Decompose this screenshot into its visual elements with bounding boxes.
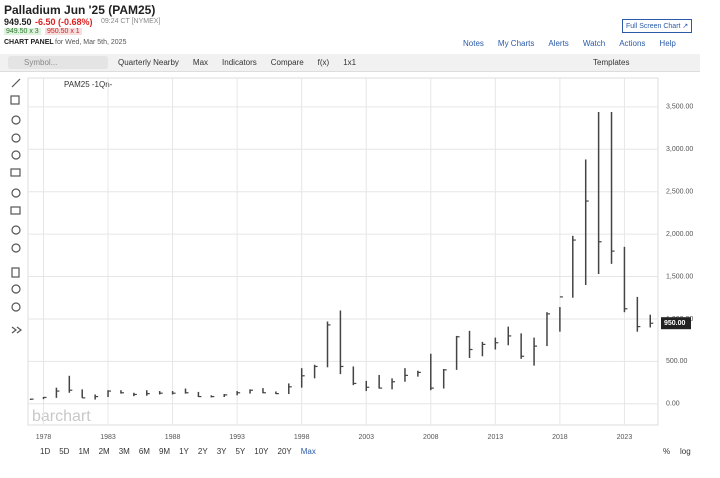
x-tick-label: 2008 bbox=[423, 434, 439, 441]
x-tick-label: 2003 bbox=[358, 434, 374, 441]
panel-date: for Wed, Mar 5th, 2025 bbox=[55, 39, 127, 46]
x-tick-label: 1978 bbox=[36, 434, 52, 441]
x-tick-label: 1993 bbox=[229, 434, 245, 441]
full-screen-button[interactable]: Full Screen Chart ↗ bbox=[622, 19, 693, 33]
x-tick-label: 2018 bbox=[552, 434, 568, 441]
range-button[interactable]: 20Y bbox=[277, 447, 292, 456]
last-price-label: 950.00 bbox=[664, 320, 686, 327]
toolbar-item[interactable]: Compare bbox=[270, 58, 304, 67]
range-button[interactable]: 3Y bbox=[216, 447, 227, 456]
y-tick-label: 1,500.00 bbox=[666, 273, 693, 280]
range-button[interactable]: 5D bbox=[59, 447, 70, 456]
header-link[interactable]: Actions bbox=[619, 39, 646, 48]
price: 949.50 bbox=[4, 17, 32, 27]
y-tick-label: 0.00 bbox=[666, 401, 680, 408]
watermark: barchart bbox=[32, 408, 91, 425]
toolbar-item[interactable]: Quarterly Nearby bbox=[118, 58, 179, 67]
range-button[interactable]: 2M bbox=[98, 447, 110, 456]
range-button[interactable]: 6M bbox=[138, 447, 150, 456]
x-tick-label: 1983 bbox=[100, 434, 116, 441]
x-tick-label: 1998 bbox=[294, 434, 310, 441]
header-link[interactable]: Alerts bbox=[548, 39, 569, 48]
y-tick-label: 2,500.00 bbox=[666, 189, 693, 196]
toolbar-items: Quarterly Nearby Max Indicators Compare f(x)… bbox=[118, 58, 356, 67]
range-button[interactable]: 2Y bbox=[197, 447, 208, 456]
x-tick-label: 2013 bbox=[488, 434, 504, 441]
bid: 949.50 x 3 bbox=[4, 28, 41, 35]
y-tick-label: 500.00 bbox=[666, 358, 688, 365]
templates-button[interactable]: Templates bbox=[593, 58, 630, 67]
range-button[interactable]: 1D bbox=[40, 447, 51, 456]
time: 09:24 CT [NYMEX] bbox=[101, 18, 161, 25]
log-toggle[interactable]: log bbox=[680, 447, 691, 456]
y-tick-label: 3,000.00 bbox=[666, 146, 693, 153]
header-link[interactable]: My Charts bbox=[497, 39, 535, 48]
range-button[interactable]: Max bbox=[300, 447, 316, 456]
plot-area bbox=[27, 77, 659, 426]
range-button[interactable]: 5Y bbox=[235, 447, 246, 456]
x-tick-label: 1988 bbox=[165, 434, 181, 441]
toolbar-item[interactable]: f(x) bbox=[317, 58, 330, 67]
header-link[interactable]: Notes bbox=[463, 39, 484, 48]
tool-icons bbox=[10, 78, 22, 334]
range-bar: 1D 5D 1M 2M 3M 6M 9M 1Y 2Y 3Y 5Y 10Y 20Y Max bbox=[40, 447, 316, 456]
y-tick-label: 2,000.00 bbox=[666, 231, 693, 238]
drawing-tools bbox=[0, 75, 28, 345]
y-tick-label: 3,500.00 bbox=[666, 104, 693, 111]
change: -6.50 (-0.68%) bbox=[35, 17, 93, 27]
header-link[interactable]: Watch bbox=[582, 39, 606, 48]
toolbar-item[interactable]: Indicators bbox=[222, 58, 257, 67]
range-button[interactable]: 9M bbox=[158, 447, 171, 456]
range-button[interactable]: 1M bbox=[78, 447, 90, 456]
last-price-box bbox=[661, 317, 691, 330]
link-bar: Notes My Charts Alerts Watch Actions Help bbox=[463, 39, 676, 48]
series-label: PAM25 -1Qn- bbox=[64, 80, 113, 89]
x-tick-label: 2023 bbox=[617, 434, 633, 441]
range-button[interactable]: 10Y bbox=[254, 447, 269, 456]
symbol-search[interactable]: Symbol... bbox=[8, 56, 108, 69]
percent-toggle[interactable]: % bbox=[663, 447, 671, 456]
toolbar bbox=[0, 54, 700, 72]
title: Palladium Jun '25 (PAM25) bbox=[4, 3, 156, 17]
ask: 950.50 x 1 bbox=[45, 28, 82, 35]
toolbar-item[interactable]: Max bbox=[192, 58, 209, 67]
range-button[interactable]: 3M bbox=[118, 447, 130, 456]
range-button[interactable]: 1Y bbox=[179, 447, 189, 456]
header-link[interactable]: Help bbox=[659, 39, 676, 48]
panel-label: CHART PANEL bbox=[4, 39, 54, 46]
toolbar-item[interactable]: 1x1 bbox=[343, 58, 357, 67]
